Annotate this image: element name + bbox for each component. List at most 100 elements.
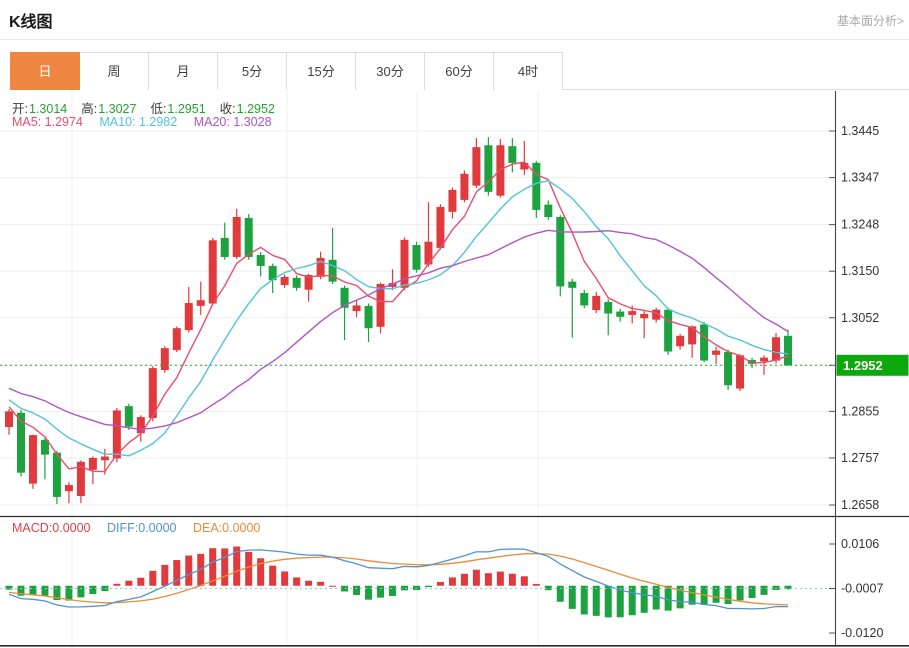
candle-body[interactable] (292, 277, 301, 288)
candle-body[interactable] (376, 284, 385, 327)
candle-body[interactable] (280, 276, 289, 285)
candle-body[interactable] (544, 204, 553, 218)
candle-body[interactable] (88, 457, 97, 470)
macd-value-legend: MACD:0.0000 (12, 521, 91, 535)
macd-histogram-bar (113, 583, 121, 586)
candle-body[interactable] (760, 357, 769, 362)
candle-body[interactable] (364, 305, 373, 329)
candle-body[interactable] (640, 313, 649, 319)
candle-body[interactable] (628, 311, 637, 315)
ohlc-high: 高:1.3027 (81, 102, 137, 116)
candle-body[interactable] (568, 281, 577, 288)
macd-axis-label: -0.0007 (841, 582, 883, 596)
page-title: K线图 (9, 14, 53, 31)
price-axis-label: 1.2855 (841, 404, 879, 418)
candle-body[interactable] (76, 461, 85, 496)
tab-4hour[interactable]: 4时 (493, 52, 563, 90)
candle-body[interactable] (424, 241, 433, 265)
fundamental-analysis-link[interactable]: 基本面分析> (836, 14, 904, 28)
tab-60min[interactable]: 60分 (424, 52, 494, 90)
candle-body[interactable] (460, 173, 469, 200)
candle-body[interactable] (616, 311, 625, 317)
candle-body[interactable] (220, 237, 229, 257)
candle-body[interactable] (256, 255, 265, 266)
candle-body[interactable] (112, 410, 121, 459)
ohlc-low: 低:1.2951 (150, 102, 206, 116)
tab-month[interactable]: 月 (148, 52, 218, 90)
tab-day[interactable]: 日 (10, 52, 80, 90)
macd-histogram-bar (245, 551, 253, 586)
tab-30min[interactable]: 30分 (355, 52, 425, 90)
tab-5min[interactable]: 5分 (217, 52, 287, 90)
price-axis-label: 1.2757 (841, 451, 879, 465)
macd-histogram-bar (29, 585, 37, 595)
candle-body[interactable] (580, 293, 589, 306)
candle-body[interactable] (712, 350, 721, 355)
candle-body[interactable] (676, 335, 685, 347)
candle-body[interactable] (592, 295, 601, 311)
candle-body[interactable] (196, 300, 205, 306)
candle-body[interactable] (28, 435, 37, 484)
candle-body[interactable] (784, 335, 792, 366)
candle-body[interactable] (184, 303, 193, 331)
ma-legend: MA5: 1.2974 MA10: 1.2982 MA20: 1.3028 (12, 115, 285, 129)
candle-body[interactable] (232, 217, 241, 257)
candle-body[interactable] (124, 406, 133, 427)
candle-body[interactable] (316, 257, 325, 277)
candle-body[interactable] (52, 452, 61, 497)
candle-body[interactable] (5, 411, 13, 428)
candle-body[interactable] (700, 324, 709, 361)
candle-body[interactable] (748, 360, 757, 364)
candle-body[interactable] (772, 337, 781, 361)
interval-tabbar: 日周月 5分 15分 30分 60分 4时 (10, 52, 909, 90)
macd-histogram-bar (760, 585, 768, 595)
macd-histogram-bar (209, 548, 217, 586)
candle-body[interactable] (244, 217, 253, 257)
candle-body[interactable] (508, 146, 517, 163)
candle-body[interactable] (148, 368, 157, 419)
candle-body[interactable] (64, 485, 73, 492)
macd-histogram-bar (293, 577, 301, 586)
candle-body[interactable] (448, 189, 457, 212)
candle-body[interactable] (388, 283, 397, 287)
candle-body[interactable] (352, 305, 361, 312)
header-divider (0, 39, 909, 40)
candle-body[interactable] (604, 302, 613, 314)
diff-line (8, 548, 789, 610)
candle-body[interactable] (40, 439, 49, 455)
ohlc-legend: 开:1.3014 高:1.3027 低:1.2951 收:1.2952 (12, 98, 289, 117)
candle-body[interactable] (532, 162, 541, 210)
macd-histogram-bar (389, 585, 397, 597)
candle-body[interactable] (100, 456, 109, 461)
candle-body[interactable] (16, 412, 25, 473)
candle-body[interactable] (172, 328, 181, 351)
macd-histogram-bar (472, 569, 480, 586)
macd-histogram-bar (688, 585, 696, 605)
candle-body[interactable] (436, 207, 445, 248)
candle-body[interactable] (484, 145, 493, 192)
candle-body[interactable] (412, 245, 421, 270)
candle-body[interactable] (160, 348, 169, 371)
candle-body[interactable] (304, 274, 313, 290)
macd-histogram-bar (281, 571, 289, 586)
candle-body[interactable] (268, 265, 277, 281)
candle-body[interactable] (664, 309, 673, 352)
candle-body[interactable] (520, 162, 529, 170)
macd-histogram-bar (5, 585, 13, 590)
candle-body[interactable] (208, 240, 217, 304)
candle-body[interactable] (652, 309, 661, 320)
candle-body[interactable] (724, 351, 733, 386)
candle-body[interactable] (736, 355, 745, 389)
candle-body[interactable] (340, 287, 349, 308)
macd-histogram-bar (269, 565, 277, 586)
tab-15min[interactable]: 15分 (286, 52, 356, 90)
candle-body[interactable] (556, 217, 565, 287)
candle-body[interactable] (688, 326, 697, 345)
candle-body[interactable] (328, 259, 337, 282)
candle-body[interactable] (400, 239, 409, 288)
macd-histogram-bar (101, 585, 109, 592)
macd-histogram-bar (161, 564, 169, 586)
candle-body[interactable] (136, 417, 145, 434)
candle-body[interactable] (472, 147, 481, 186)
